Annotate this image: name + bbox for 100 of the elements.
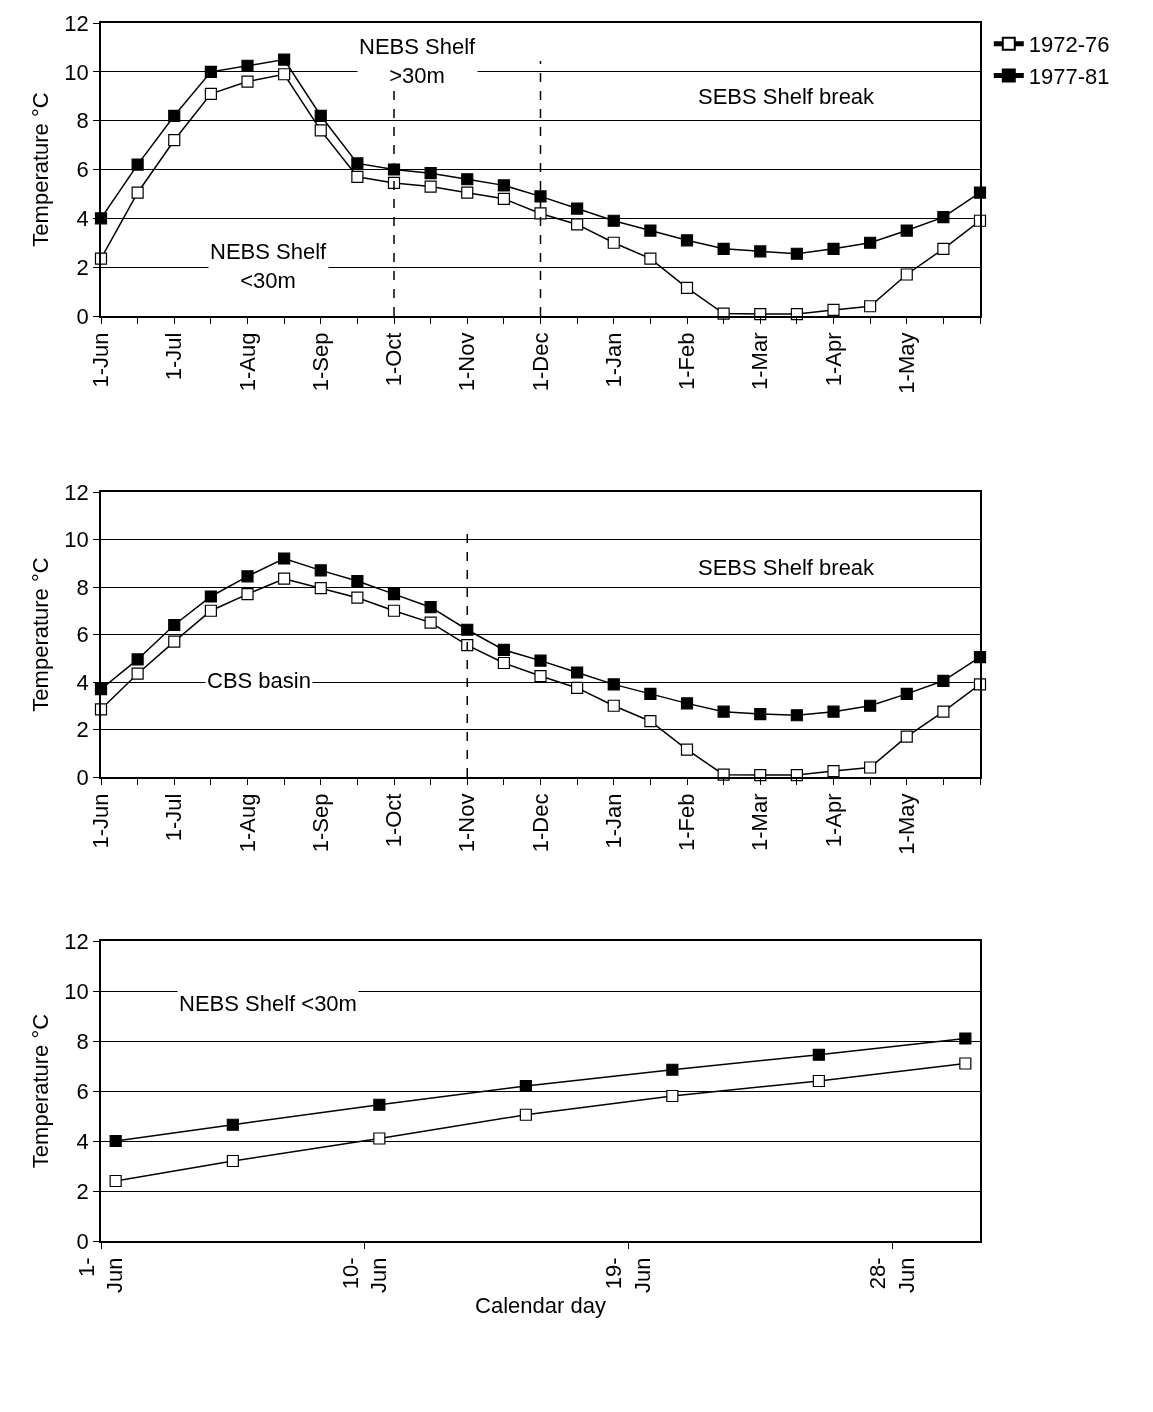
y-tick-label: 8: [76, 1028, 89, 1054]
point: [607, 214, 620, 227]
point: [387, 588, 401, 601]
point: [680, 743, 694, 756]
point: [937, 242, 950, 255]
point: [864, 300, 877, 313]
point: [937, 674, 950, 687]
point: [387, 604, 401, 617]
y-tick-label: 2: [76, 254, 89, 280]
point: [607, 699, 620, 712]
point: [680, 697, 694, 710]
point: [204, 590, 217, 603]
point: [571, 681, 584, 695]
x-tick-label: 1-Aug: [234, 793, 260, 853]
point: [754, 245, 767, 258]
point: [278, 68, 291, 81]
point: [827, 303, 840, 316]
y-tick-label: 12: [64, 928, 89, 954]
y-tick-label: 6: [76, 622, 89, 648]
x-tick-label: 1-Feb: [674, 793, 700, 852]
x-tick-label: 1-Aug: [234, 332, 260, 392]
point: [937, 705, 950, 718]
point: [900, 687, 913, 700]
y-tick-label: 0: [76, 303, 89, 329]
point: [497, 643, 510, 657]
x-tick-label: 1-May: [893, 332, 919, 394]
point: [812, 1048, 825, 1061]
point: [424, 167, 437, 180]
point: [373, 1098, 386, 1111]
point: [607, 678, 620, 691]
point: [864, 236, 877, 249]
point: [278, 53, 291, 66]
point: [959, 1032, 972, 1045]
point: [424, 180, 437, 193]
x-axis-title: Calendar day: [475, 1293, 606, 1319]
point: [241, 59, 254, 72]
x-tick-label: 10- Jun: [337, 1257, 392, 1294]
x-tick-label: 1-Jun: [88, 793, 114, 849]
point: [534, 669, 547, 683]
annotation: SEBS Shelf break: [698, 84, 876, 109]
point: [534, 654, 547, 667]
x-tick-label: 1-Jul: [161, 793, 187, 842]
y-tick-label: 4: [76, 1128, 89, 1154]
point: [937, 211, 950, 224]
x-tick-label: 1-Oct: [381, 793, 407, 848]
point: [644, 715, 657, 728]
point: [497, 656, 510, 670]
y-axis-title: Temperature °C: [27, 1013, 53, 1169]
y-axis-title: Temperature °C: [27, 92, 53, 247]
annotation: NEBS Shelf <30m: [179, 991, 357, 1016]
y-tick-label: 10: [64, 59, 89, 85]
x-tick-label: 1-Sep: [307, 332, 333, 392]
x-tick-label: 1-Apr: [820, 793, 846, 848]
point: [666, 1063, 679, 1076]
point: [900, 730, 913, 743]
point: [424, 616, 437, 629]
point: [812, 1074, 825, 1088]
x-tick-label: 19- Jun: [601, 1257, 655, 1294]
point: [131, 653, 144, 666]
point: [351, 574, 364, 588]
y-tick-label: 0: [76, 764, 89, 790]
point: [717, 705, 730, 718]
point: [644, 252, 657, 265]
point: [314, 564, 327, 577]
point: [204, 604, 217, 617]
point: [168, 109, 181, 122]
point: [241, 570, 254, 583]
point: [571, 666, 584, 679]
point: [351, 170, 364, 183]
point: [519, 1108, 532, 1121]
point: [959, 1057, 972, 1070]
point: [168, 134, 181, 147]
x-tick-label: 1-Nov: [454, 332, 480, 392]
x-tick-label: 1-Jan: [600, 332, 626, 388]
point: [827, 242, 840, 255]
point: [278, 572, 291, 585]
point: [424, 601, 437, 614]
y-tick-label: 2: [76, 1178, 89, 1204]
point: [644, 224, 657, 237]
point: [519, 1079, 532, 1093]
point: [373, 1132, 386, 1145]
point: [461, 639, 474, 652]
y-tick-label: 10: [64, 527, 89, 553]
y-tick-label: 12: [64, 479, 89, 505]
point: [461, 623, 474, 636]
x-tick-label: 1-Sep: [307, 793, 333, 853]
x-tick-label: 1-Dec: [527, 332, 553, 392]
point: [497, 192, 510, 205]
x-tick-label: 1-May: [893, 793, 919, 855]
y-tick-label: 8: [76, 574, 89, 600]
y-tick-label: 12: [64, 10, 89, 36]
x-tick-label: 28- Jun: [864, 1257, 919, 1294]
legend-label: 1972-76: [1028, 32, 1110, 58]
point: [864, 761, 877, 774]
point: [241, 588, 254, 601]
x-tick-label: 1-Mar: [747, 332, 773, 390]
x-tick-label: 1-Mar: [747, 793, 773, 851]
point: [864, 699, 877, 712]
point: [680, 234, 694, 247]
point: [717, 307, 730, 320]
